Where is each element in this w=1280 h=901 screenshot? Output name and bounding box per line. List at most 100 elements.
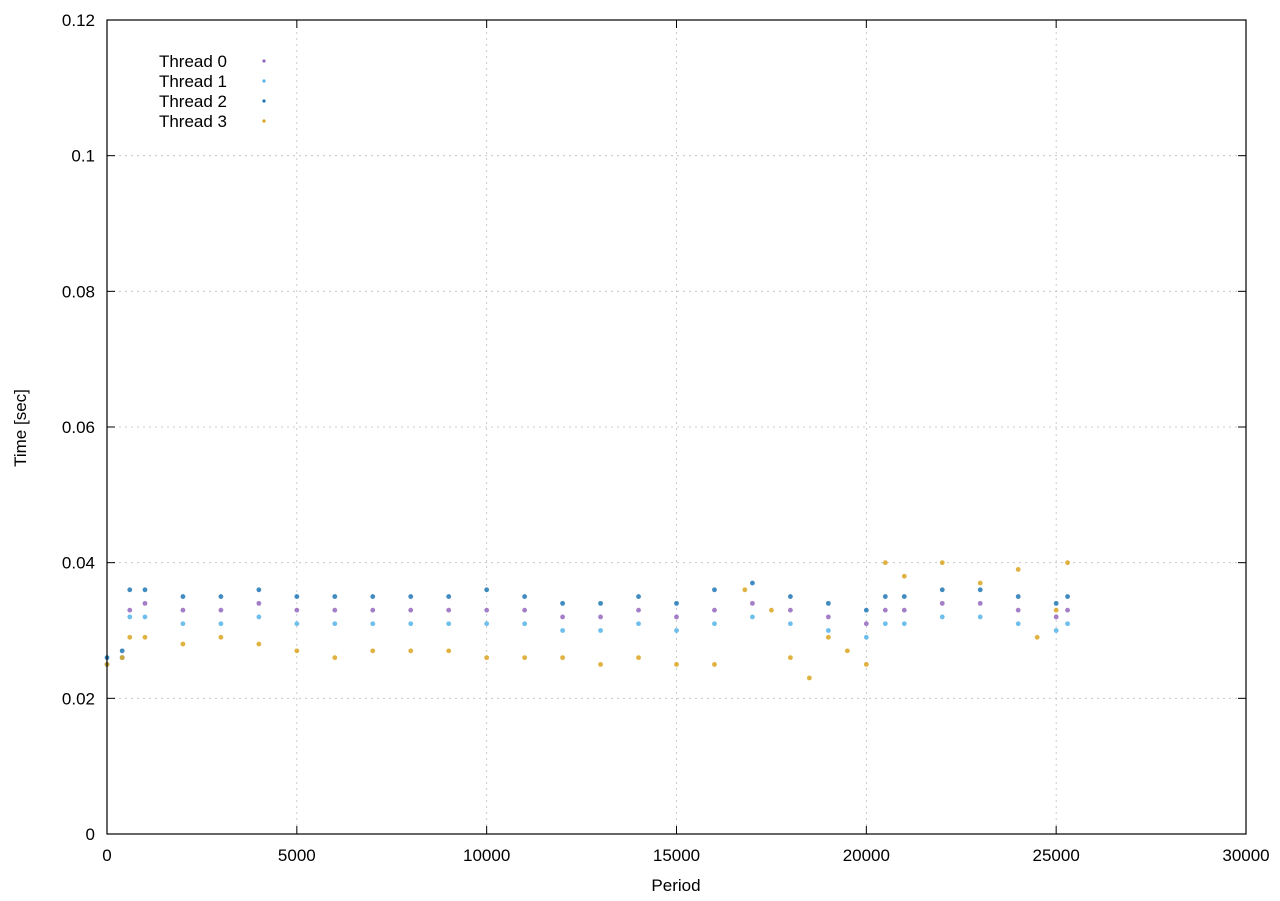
data-point: [788, 594, 793, 599]
data-point: [901, 573, 907, 579]
data-point: [863, 607, 869, 613]
x-tick-label: 20000: [843, 846, 890, 865]
data-point: [446, 594, 452, 599]
data-point: [882, 607, 888, 613]
x-tick-label: 10000: [463, 846, 510, 865]
x-tick-label: 30000: [1222, 846, 1269, 865]
data-point: [598, 600, 603, 606]
data-point: [674, 662, 679, 667]
data-point: [127, 634, 133, 640]
data-point: [882, 560, 888, 566]
data-point: [522, 621, 528, 627]
data-point: [769, 607, 774, 613]
data-point: [127, 587, 133, 593]
data-point: [636, 607, 641, 613]
data-point: [712, 587, 717, 593]
data-point: [180, 641, 186, 647]
data-point: [408, 594, 414, 599]
data-point: [598, 628, 603, 633]
data-point: [370, 594, 376, 599]
data-point: [119, 655, 125, 661]
grid-layer: [107, 20, 1246, 834]
data-point: [1015, 607, 1021, 613]
data-point: [256, 641, 262, 647]
data-point: [674, 628, 679, 633]
legend-label: Thread 1: [159, 72, 227, 91]
data-point: [256, 600, 262, 606]
data-point: [1053, 628, 1059, 633]
data-point: [674, 600, 679, 606]
data-point: [1065, 607, 1070, 613]
y-tick-label: 0.08: [62, 282, 95, 301]
data-point: [1053, 600, 1059, 606]
data-point: [294, 594, 300, 599]
data-point: [332, 607, 338, 613]
legend-marker: [262, 59, 266, 63]
data-point: [522, 655, 528, 661]
data-point: [750, 614, 755, 620]
legend-marker: [262, 79, 266, 83]
data-point: [1053, 607, 1059, 613]
data-point: [127, 607, 133, 613]
data-point: [180, 621, 186, 627]
data-point: [332, 655, 338, 661]
data-point: [370, 648, 376, 654]
x-tick-label: 25000: [1033, 846, 1080, 865]
data-point: [1065, 594, 1070, 599]
data-point: [446, 648, 452, 654]
data-point: [742, 587, 748, 593]
data-point: [218, 621, 224, 627]
y-tick-label: 0.1: [71, 147, 95, 166]
series-1: [104, 614, 1070, 667]
data-point: [142, 634, 148, 640]
ticks-layer: 0 5000 10000 15000 20000 25000 30000 0 0.02 0.04 0…: [62, 11, 1270, 865]
data-point: [446, 607, 452, 613]
data-point: [939, 600, 945, 606]
data-point: [977, 614, 983, 620]
x-tick-label: 5000: [278, 846, 316, 865]
legend-label: Thread 0: [159, 52, 227, 71]
data-point: [825, 614, 831, 620]
legend-label: Thread 3: [159, 112, 227, 131]
data-point: [750, 580, 755, 586]
data-point: [1065, 560, 1070, 566]
data-point: [294, 607, 300, 613]
data-point: [1015, 594, 1021, 599]
data-point: [522, 594, 528, 599]
points-layer: [104, 560, 1070, 681]
data-point: [560, 655, 565, 661]
data-point: [142, 600, 148, 606]
data-point: [560, 628, 565, 633]
data-point: [408, 621, 414, 627]
y-tick-label: 0: [86, 825, 95, 844]
data-point: [484, 607, 490, 613]
data-point: [863, 621, 869, 627]
data-point: [977, 580, 983, 586]
data-point: [127, 614, 133, 620]
data-point: [408, 607, 414, 613]
series-2: [104, 580, 1070, 661]
legend-marker: [262, 119, 266, 123]
data-point: [484, 621, 490, 627]
data-point: [1034, 634, 1040, 640]
data-point: [256, 614, 262, 620]
data-point: [674, 614, 679, 620]
data-point: [901, 594, 907, 599]
data-point: [370, 607, 376, 613]
data-point: [256, 587, 262, 593]
data-point: [484, 655, 490, 661]
legend-marker: [262, 99, 266, 103]
data-point: [598, 662, 603, 667]
data-point: [119, 648, 125, 654]
data-point: [977, 600, 983, 606]
data-point: [939, 560, 945, 566]
y-tick-label: 0.02: [62, 689, 95, 708]
data-point: [636, 621, 641, 627]
data-point: [901, 621, 907, 627]
data-point: [408, 648, 414, 654]
data-point: [218, 607, 224, 613]
data-point: [560, 614, 565, 620]
data-point: [788, 621, 793, 627]
